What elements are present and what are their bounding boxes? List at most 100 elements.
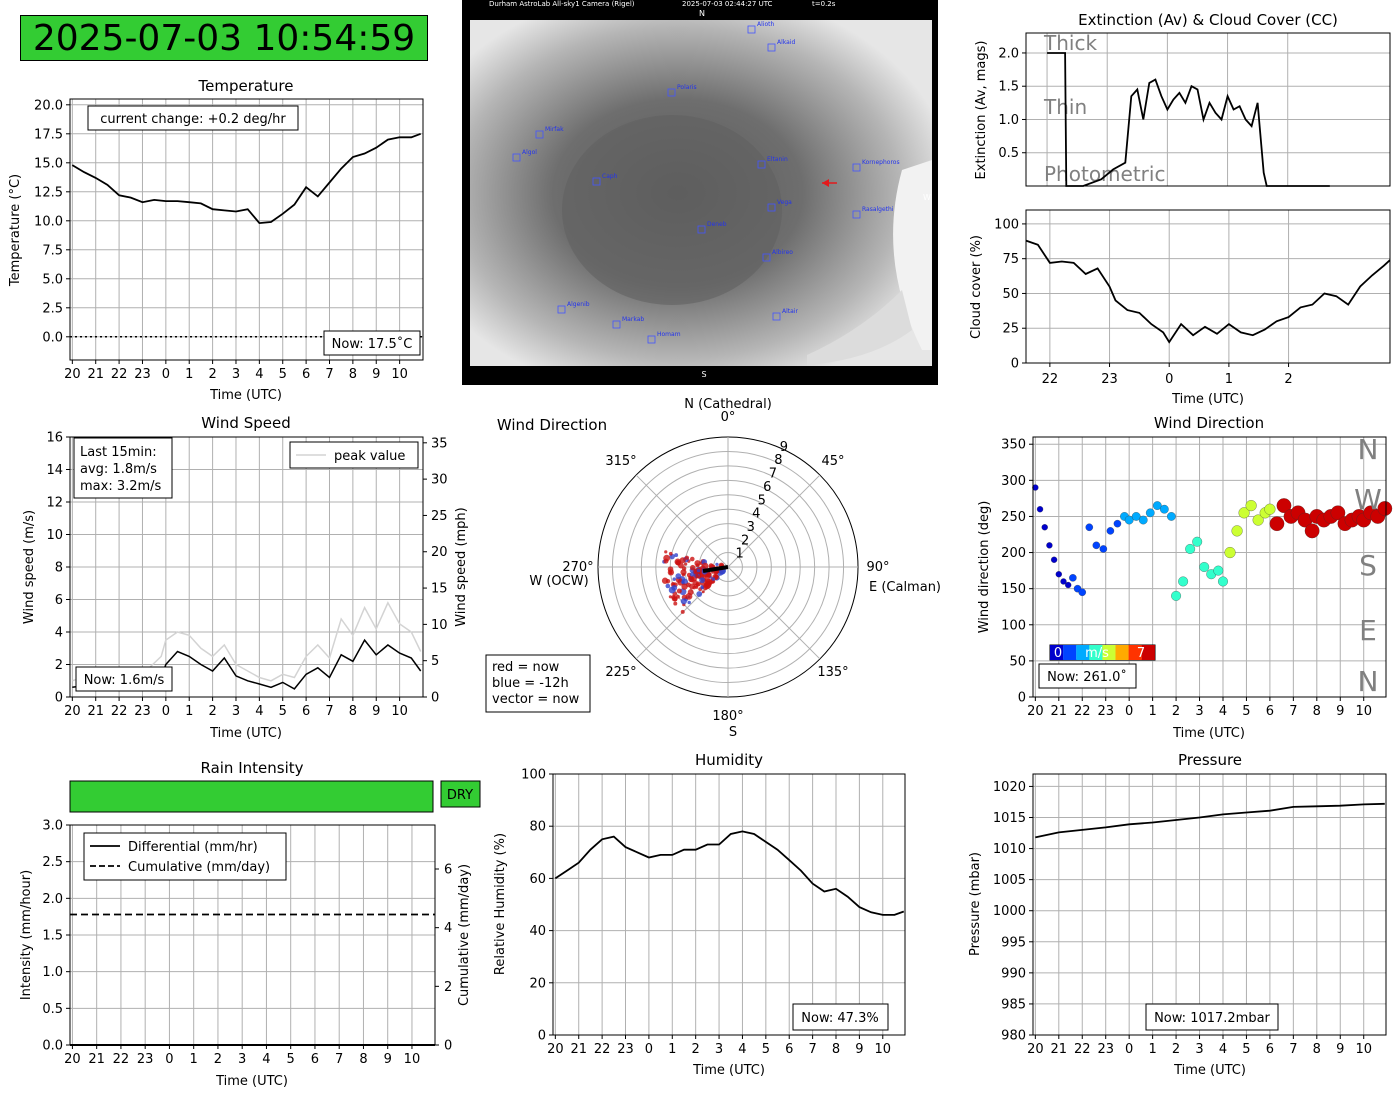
wind-direction-point <box>1276 498 1292 513</box>
wind-direction-time-ytick-label: 50 <box>1009 654 1026 669</box>
wind-polar-point <box>696 591 703 597</box>
pressure-xtick-label: 22 <box>1074 1042 1091 1057</box>
wind-direction-point <box>1078 588 1087 597</box>
rain-title: Rain Intensity <box>200 759 303 777</box>
camera-header-time: 2025-07-03 02:44:27 UTC <box>682 0 773 8</box>
wind-polar-point <box>684 555 690 560</box>
pressure-xtick-label: 4 <box>1219 1042 1227 1057</box>
humidity-title: Humidity <box>695 751 763 769</box>
rain-status-bar <box>69 780 434 813</box>
pressure-xtick-label: 9 <box>1336 1042 1344 1057</box>
star-label-caph: Caph <box>602 173 618 180</box>
pressure-xtick-label: 21 <box>1051 1042 1068 1057</box>
wind-direction-time-ytick-label: 150 <box>1001 582 1026 597</box>
star-box-homam <box>647 335 656 344</box>
wind-speed-xtick-label: 22 <box>111 704 128 719</box>
wind-polar-point <box>676 588 682 594</box>
wind-polar-bottom-label: S <box>729 725 737 740</box>
temperature-xtick-label: 7 <box>325 367 333 382</box>
temperature-xtick-label: 23 <box>134 367 151 382</box>
pressure-ytick-label: 1000 <box>993 904 1026 919</box>
current-time-display: 2025-07-03 10:54:59 <box>20 15 428 61</box>
wind-speed-xtick-label: 4 <box>255 704 263 719</box>
star-label-rasalgethi: Rasalgethi <box>862 206 894 213</box>
wind-direction-point <box>1106 527 1115 535</box>
wind-speed-stats-line: avg: 1.8m/s <box>80 462 157 477</box>
humidity-now-text: Now: 47.3% <box>801 1011 878 1026</box>
humidity-xtick-label: 9 <box>855 1042 863 1057</box>
wind-direction-now-text: Now: 261.0˚ <box>1047 669 1127 685</box>
rain-xtick-label: 5 <box>287 1052 295 1067</box>
star-label-albireo: Albireo <box>772 249 793 256</box>
pressure-ytick-label: 995 <box>1001 935 1026 950</box>
cloud-cover-chart: 0 25 50 75 100 22 23 0 1 2 Time (UTC) Cloud cover (… <box>969 209 1391 407</box>
wind-direction-colorbar-segment <box>1141 645 1155 660</box>
wind-polar-point <box>690 556 695 562</box>
star-box-alkaid <box>767 43 776 52</box>
wind-direction-time-xtick-label: 22 <box>1074 704 1091 719</box>
temperature-ytick-label: 10.0 <box>34 214 63 229</box>
wind-direction-compass-n: N <box>1358 665 1379 698</box>
temperature-change-text: current change: +0.2 deg/hr <box>100 112 286 127</box>
pressure-xtick-label: 6 <box>1266 1042 1274 1057</box>
wind-speed-xtick-label: 3 <box>232 704 240 719</box>
wind-speed-xtick-label: 0 <box>162 704 170 719</box>
wind-direction-colorbar-segment <box>1089 645 1103 660</box>
wind-direction-colorbar-segment <box>1128 645 1142 660</box>
pressure-xtick-label: 0 <box>1125 1042 1133 1057</box>
rain-xtick-label: 10 <box>404 1052 421 1067</box>
pressure-ytick-label: 985 <box>1001 997 1026 1012</box>
pressure-xtick-label: 23 <box>1097 1042 1114 1057</box>
humidity-xtick-label: 7 <box>808 1042 816 1057</box>
temperature-xtick-label: 6 <box>302 367 310 382</box>
humidity-xtick-label: 22 <box>594 1042 611 1057</box>
rain-ytick-right-label: 4 <box>444 921 452 936</box>
wind-direction-point <box>1167 512 1176 521</box>
humidity-xtick-label: 0 <box>645 1042 653 1057</box>
wind-polar-point <box>711 577 716 581</box>
wind-speed-xtick-label: 7 <box>325 704 333 719</box>
pressure-series-line <box>1035 802 1385 839</box>
wind-direction-time-xtick-label: 23 <box>1097 704 1114 719</box>
wind-direction-point <box>1032 484 1039 491</box>
wind-speed-xtick-label: 1 <box>185 704 193 719</box>
wind-speed-stats-box <box>73 437 173 499</box>
cloud-cover-ytick-label: 0 <box>1011 357 1019 372</box>
rain-xtick-label: 6 <box>311 1052 319 1067</box>
wind-polar-angle-label: 135° <box>817 665 848 680</box>
wind-polar-point <box>701 562 709 570</box>
camera-dir-w: W <box>923 193 931 202</box>
rain-xtick-label: 21 <box>88 1052 105 1067</box>
humidity-xtick-label: 2 <box>692 1042 700 1057</box>
wind-polar-point <box>685 592 693 600</box>
star-box-vega <box>767 203 776 212</box>
pressure-ytick-label: 990 <box>1001 966 1026 981</box>
humidity-xtick-label: 23 <box>617 1042 634 1057</box>
pressure-ytick-label: 980 <box>1001 1029 1026 1044</box>
sky-dark-region <box>562 115 782 305</box>
wind-polar-point <box>680 609 685 614</box>
wind-polar-point <box>672 596 678 602</box>
wind-polar-point <box>689 572 695 577</box>
humidity-now-box <box>792 1003 889 1031</box>
temperature-plot-area <box>69 98 424 361</box>
temperature-ytick-label: 17.5 <box>34 127 63 142</box>
wind-polar-angle-label: 225° <box>605 665 636 680</box>
wind-polar-angle-label: 90° <box>866 560 889 575</box>
temperature-now-box <box>323 330 421 356</box>
wind-speed-title: Wind Speed <box>201 414 291 432</box>
extinction-ytick-label: 1.5 <box>998 80 1019 95</box>
wind-direction-time-ytick-label: 300 <box>1001 474 1026 489</box>
wind-polar-point <box>668 570 673 575</box>
wind-speed-xtick-label: 21 <box>87 704 104 719</box>
star-box-mirfak <box>535 130 544 139</box>
wind-direction-time-xtick-label: 5 <box>1242 704 1250 719</box>
wind-polar-angle-label: 270° <box>562 560 593 575</box>
star-label-eltanin: Eltanin <box>767 156 788 163</box>
temperature-xtick-label: 5 <box>279 367 287 382</box>
humidity-ytick-label: 20 <box>529 976 546 991</box>
extinction-band-photometric: Photometric <box>1044 162 1165 186</box>
wind-polar-rtick-label: 3 <box>747 520 755 535</box>
